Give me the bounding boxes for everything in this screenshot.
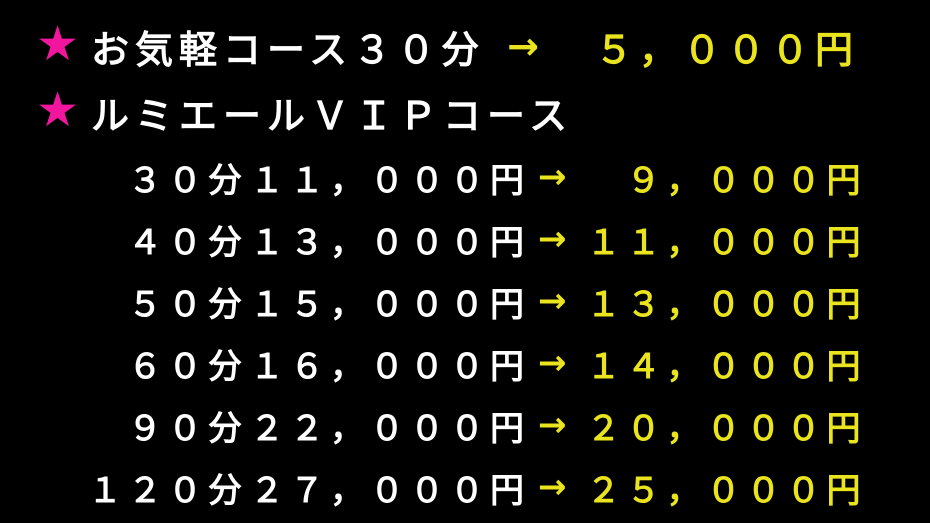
regular-price: １５，０００円 [250, 284, 530, 325]
course-easy-row: ★ お気軽コース３０分 → ５，０００円 [36, 16, 859, 76]
regular-price: １３，０００円 [250, 222, 530, 263]
duration-label: ４０分 [128, 222, 248, 263]
duration-label: １２０分 [88, 470, 248, 511]
price-row: ４０分 １３，０００円 → １１，０００円 [36, 208, 896, 270]
regular-price: ２７，０００円 [250, 470, 530, 511]
price-row: ３０分 １１，０００円 → ９，０００円 [36, 146, 896, 208]
star-icon: ★ [36, 82, 80, 138]
arrow-icon: → [538, 219, 573, 259]
price-row: １２０分 ２７，０００円 → ２５，０００円 [36, 456, 896, 518]
price-row: ９０分 ２２，０００円 → ２０，０００円 [36, 394, 896, 456]
arrow-icon: → [538, 157, 573, 197]
arrow-icon: → [538, 467, 573, 507]
duration-label: ５０分 [128, 284, 248, 325]
sale-price: １１，０００円 [586, 222, 867, 263]
regular-price: １６，０００円 [250, 346, 530, 387]
regular-price: ２２，０００円 [250, 408, 530, 449]
regular-price: １１，０００円 [250, 160, 530, 201]
course-vip-row: ★ ルミエールＶＩＰコース [36, 82, 573, 142]
sale-price: １４，０００円 [586, 346, 867, 387]
arrow-icon: → [538, 343, 573, 383]
arrow-icon: → [538, 281, 573, 321]
sale-price: ９，０００円 [626, 160, 867, 201]
course-easy-label: お気軽コース３０分 [91, 27, 486, 72]
price-row: ５０分 １５，０００円 → １３，０００円 [36, 270, 896, 332]
arrow-icon: → [538, 405, 573, 445]
course-easy-price: ５，０００円 [594, 27, 859, 72]
arrow-icon: → [507, 24, 545, 68]
duration-label: ３０分 [128, 160, 248, 201]
price-row: ６０分 １６，０００円 → １４，０００円 [36, 332, 896, 394]
vip-price-list: ３０分 １１，０００円 → ９，０００円 ４０分 １３，０００円 → １１，００… [36, 146, 896, 518]
course-vip-label: ルミエールＶＩＰコース [91, 93, 574, 138]
star-icon: ★ [36, 16, 80, 72]
sale-price: １３，０００円 [586, 284, 867, 325]
sale-price: ２０，０００円 [586, 408, 867, 449]
duration-label: ６０分 [128, 346, 248, 387]
sale-price: ２５，０００円 [586, 470, 867, 511]
duration-label: ９０分 [128, 408, 248, 449]
